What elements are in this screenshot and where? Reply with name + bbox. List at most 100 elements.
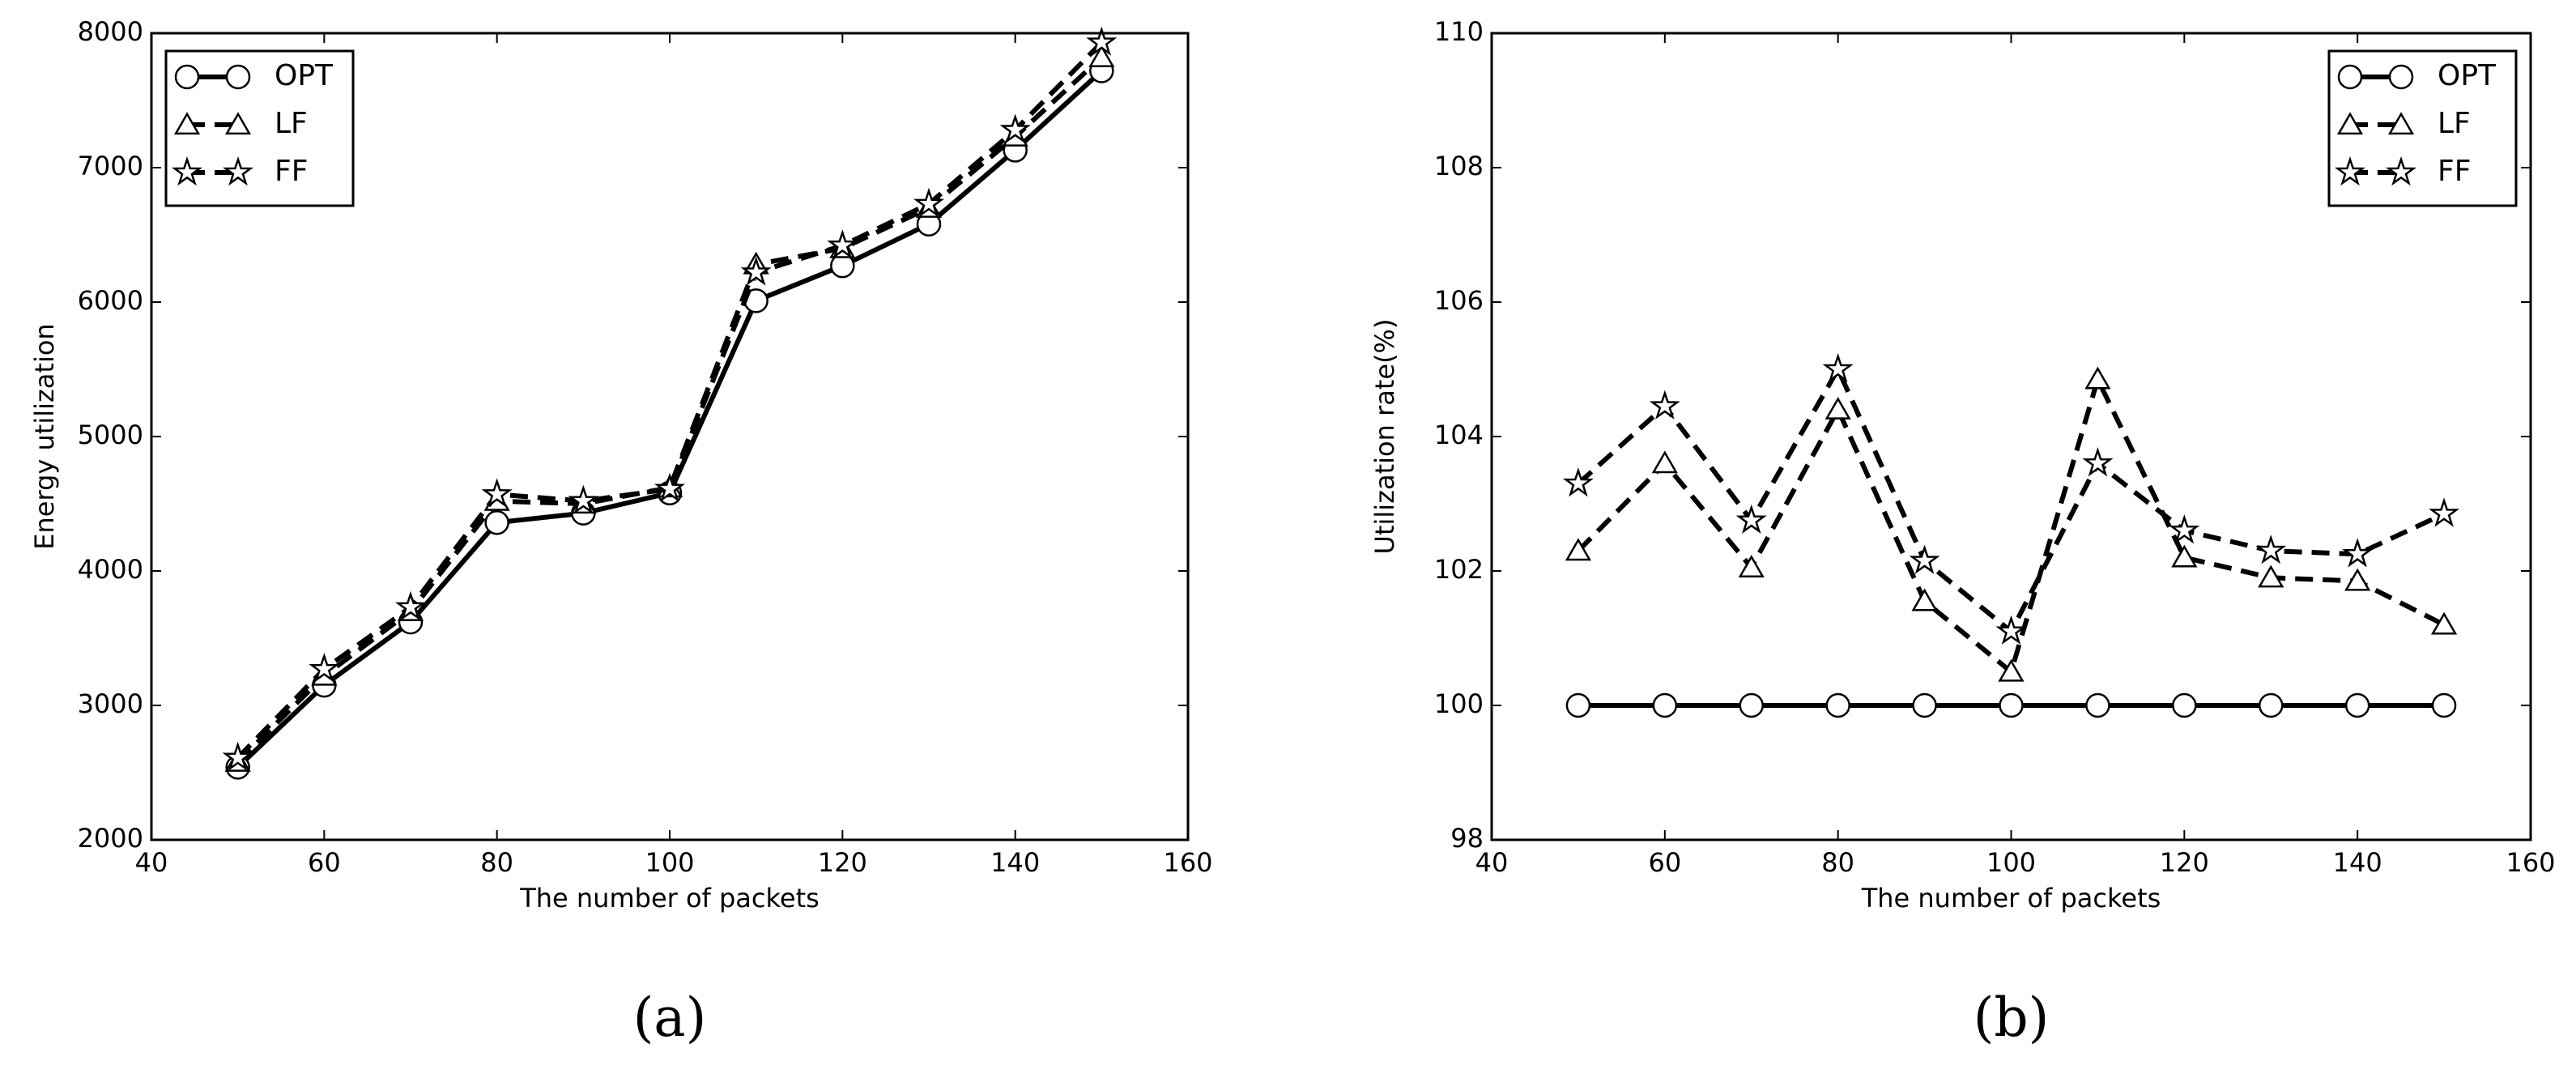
y-tick-label: 2000 [78,823,143,854]
marker-triangle [173,112,201,135]
marker-star [481,478,513,508]
x-tick-label: 120 [818,847,867,878]
legend-label: FF [2438,155,2471,188]
marker-triangle [2387,112,2415,135]
marker-circle [2259,692,2284,718]
marker-circle [2172,692,2197,718]
marker-triangle [1911,588,1938,611]
chart: 40 60 80 100 120 140 160 2000 3000 4000 5000 6000 70… [29,16,1213,1049]
marker-star [1649,390,1680,420]
marker-triangle [1738,555,1765,577]
marker-star [2169,514,2200,544]
y-tick-label: 102 [1434,554,1484,585]
marker-circle [2337,64,2363,90]
y-tick-label: 8000 [78,16,143,47]
series-line [236,40,1104,760]
marker-star [740,256,772,286]
marker-triangle [1565,538,1592,561]
x-tick-label: 120 [2160,847,2209,878]
marker-star [1735,504,1767,534]
x-tick-label: 160 [1163,847,1212,878]
marker-circle [1999,692,2024,718]
marker-star [654,472,686,502]
y-tick-label: 3000 [78,688,143,719]
y-tick-label: 4000 [78,554,143,585]
caption: (b) [1974,986,2050,1049]
marker-star [171,155,203,186]
marker-circle [1825,692,1850,718]
y-tick-label: 7000 [78,151,143,181]
series-line [236,55,1104,764]
marker-circle [2085,692,2110,718]
x-tick-label: 40 [1475,847,1509,878]
legend-label: LF [2438,107,2471,140]
y-tick-label: 100 [1434,688,1484,719]
marker-triangle [2084,366,2111,390]
marker-star [568,484,599,514]
x-tick-label: 60 [1648,847,1681,878]
x-tick-label: 80 [1821,847,1854,878]
marker-star [1995,615,2027,645]
marker-star [1822,352,1854,383]
x-axis-label: The number of packets [1861,883,2161,914]
legend-label: OPT [275,59,334,92]
chart: 40 60 80 100 120 140 160 98 100 102 104 106 108 110 Th… [1369,16,2556,1049]
marker-triangle [1651,450,1678,474]
y-tick-label: 104 [1434,420,1484,450]
y-tick-label: 6000 [78,285,143,316]
marker-circle [2388,64,2414,90]
caption: (a) [633,986,707,1049]
axes-frame [150,32,1190,841]
marker-star [2429,497,2460,527]
legend-box [2327,49,2518,207]
marker-star [2385,155,2417,186]
y-tick-label: 5000 [78,420,143,450]
x-tick-label: 160 [2506,847,2555,878]
marker-triangle [2344,568,2371,591]
marker-star [394,590,427,621]
marker-star [2082,447,2114,477]
marker-circle [2344,692,2370,718]
marker-circle [1912,692,1937,718]
y-tick-label: 106 [1434,285,1484,316]
marker-triangle [224,112,252,135]
marker-star [222,741,253,771]
x-tick-label: 140 [2333,847,2382,878]
marker-triangle [2336,112,2364,135]
axes-frame [1490,32,2532,841]
legend-label: LF [275,107,308,140]
marker-triangle [2430,611,2458,635]
legend-label: FF [275,155,308,188]
x-tick-label: 100 [1986,847,2036,878]
x-tick-label: 100 [645,847,694,878]
x-tick-label: 140 [990,847,1040,878]
marker-circle [2431,692,2457,718]
marker-triangle [1088,45,1115,67]
marker-star [2342,538,2374,568]
legend-label: OPT [2438,59,2497,92]
y-tick-label: 108 [1434,151,1484,181]
marker-star [999,113,1031,143]
marker-star [2255,535,2287,564]
marker-circle [1739,692,1764,718]
marker-circle [1652,692,1678,718]
y-tick-label: 98 [1450,823,1484,854]
marker-triangle [2171,544,2198,568]
marker-circle [225,64,251,90]
marker-star [222,155,254,186]
x-axis-label: The number of packets [519,883,820,914]
marker-triangle [2258,564,2284,588]
marker-circle [174,64,200,90]
x-tick-label: 40 [135,847,168,878]
x-tick-label: 80 [480,847,513,878]
marker-circle [1565,692,1591,718]
y-axis-label: Utilization rate(%) [1369,319,1400,555]
marker-star [827,229,858,259]
marker-star [2334,155,2366,186]
marker-star [309,653,340,683]
y-axis-label: Energy utilization [29,323,60,549]
y-tick-label: 110 [1434,16,1484,47]
marker-circle [484,509,509,535]
